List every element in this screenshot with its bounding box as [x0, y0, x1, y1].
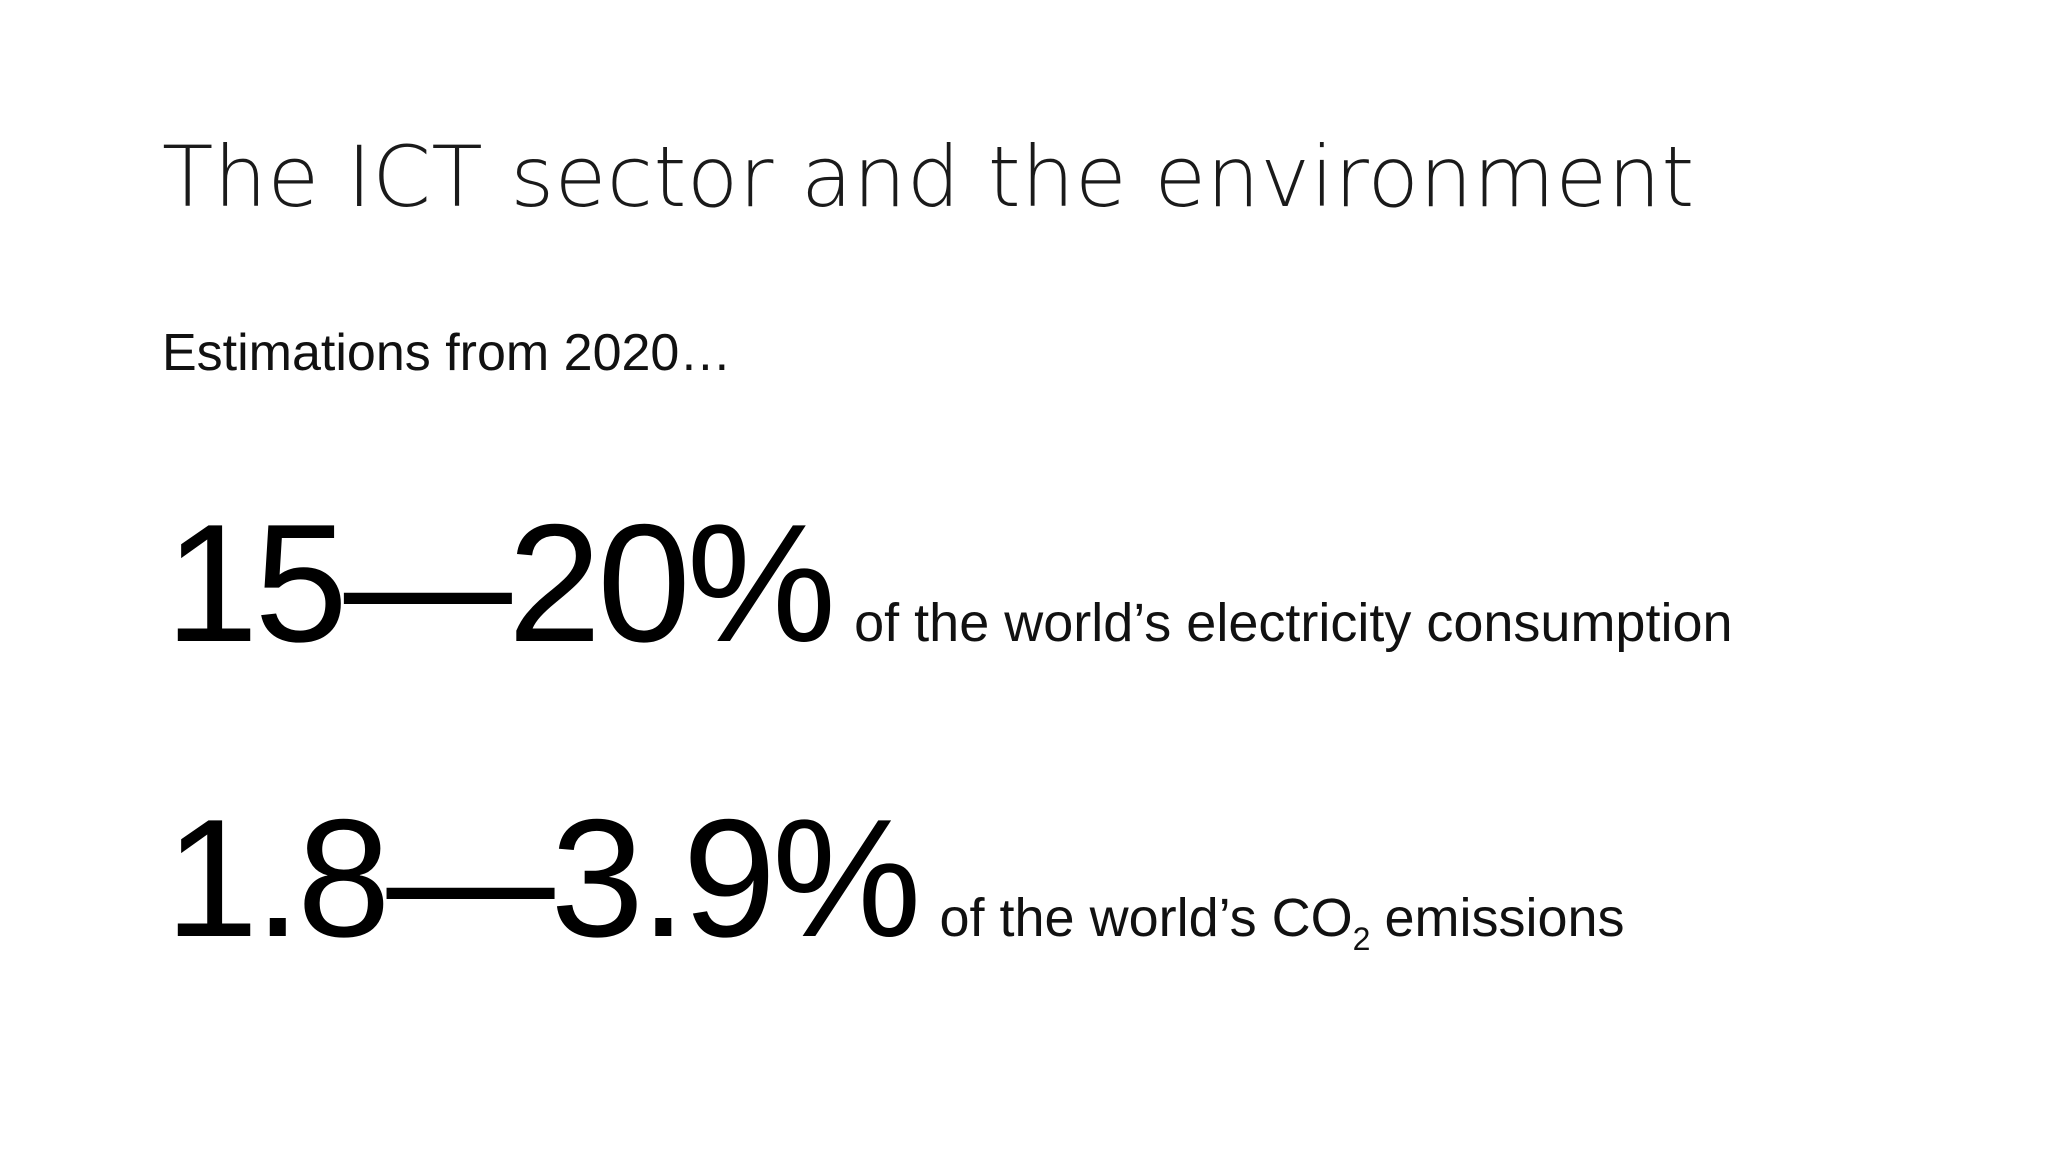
- stat-emissions-text-after: emissions: [1384, 888, 1625, 948]
- co2-subscript: 2: [1352, 921, 1371, 957]
- stat-electricity-value: 15—20%: [165, 489, 836, 677]
- stat-emissions-text: of the world’s CO2 emissions: [939, 888, 1625, 957]
- stat-emissions-value: 1.8—3.9%: [165, 784, 921, 972]
- stat-electricity-text: of the world’s electricity consumption: [854, 593, 1733, 653]
- stat-electricity: 15—20% of the world’s electricity consum…: [165, 498, 1733, 668]
- slide-title: The ICT sector and the environment: [162, 128, 1695, 226]
- stat-emissions: 1.8—3.9% of the world’s CO2 emissions: [165, 793, 1625, 963]
- slide-subtitle: Estimations from 2020…: [162, 324, 732, 382]
- stat-emissions-text-before: of the world’s CO: [939, 888, 1353, 948]
